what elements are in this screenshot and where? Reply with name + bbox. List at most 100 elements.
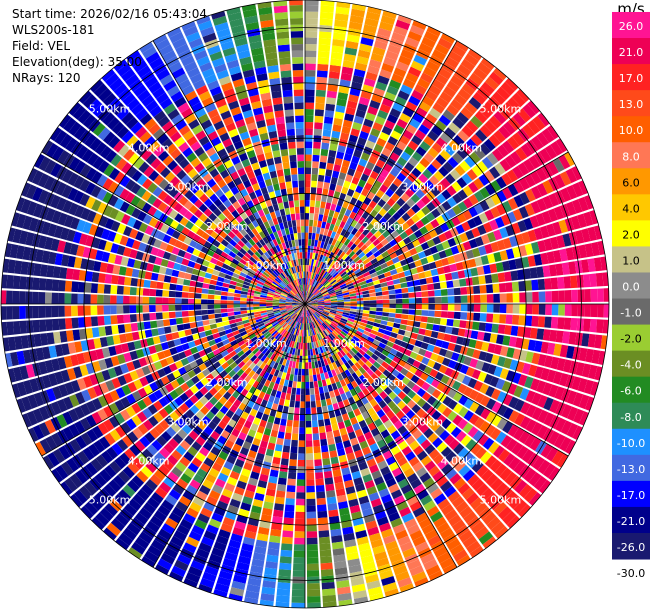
velocity-gate	[324, 116, 334, 125]
velocity-gate	[438, 67, 452, 80]
velocity-gate	[478, 351, 488, 361]
velocity-gate	[398, 346, 406, 354]
velocity-gate	[426, 255, 435, 263]
velocity-gate	[414, 259, 423, 268]
velocity-gate	[330, 203, 337, 212]
velocity-gate	[496, 239, 506, 251]
velocity-gate	[411, 89, 424, 101]
velocity-gate	[441, 257, 450, 266]
velocity-gate	[305, 252, 308, 259]
velocity-gate	[453, 287, 461, 296]
velocity-gate	[320, 241, 325, 249]
velocity-gate	[434, 425, 446, 437]
velocity-gate	[533, 227, 544, 241]
velocity-gate	[436, 266, 445, 275]
velocity-gate	[512, 208, 523, 221]
velocity-gate	[366, 265, 375, 272]
velocity-gate	[450, 98, 464, 111]
velocity-gate	[337, 92, 349, 101]
velocity-gate	[379, 390, 388, 400]
velocity-gate	[493, 366, 503, 378]
velocity-gate	[511, 281, 520, 292]
velocity-gate	[499, 304, 507, 314]
velocity-gate	[483, 222, 493, 233]
velocity-gate	[401, 287, 409, 294]
velocity-gate	[516, 269, 525, 281]
velocity-gate	[418, 348, 427, 356]
velocity-gate	[472, 215, 483, 227]
velocity-gate	[552, 221, 562, 235]
velocity-gate	[360, 254, 368, 262]
velocity-gate	[416, 434, 427, 445]
velocity-gate	[464, 101, 478, 115]
velocity-gate	[347, 367, 355, 375]
velocity-gate	[307, 284, 310, 292]
velocity-gate	[335, 314, 343, 318]
velocity-gate	[329, 292, 336, 296]
velocity-gate	[518, 315, 526, 326]
velocity-gate	[313, 219, 318, 227]
velocity-gate	[403, 362, 412, 371]
velocity-gate	[407, 286, 415, 293]
velocity-gate	[468, 238, 478, 249]
velocity-gate	[350, 306, 357, 310]
velocity-gate	[391, 221, 401, 230]
velocity-gate	[485, 411, 497, 423]
velocity-gate	[400, 341, 409, 349]
velocity-gate	[310, 200, 316, 207]
velocity-gate	[305, 141, 313, 149]
velocity-gate	[384, 345, 392, 353]
velocity-gate	[547, 161, 559, 176]
velocity-gate	[375, 159, 386, 169]
velocity-gate	[551, 290, 559, 303]
velocity-gate	[473, 190, 485, 202]
velocity-gate	[432, 362, 442, 371]
velocity-gate	[351, 155, 360, 165]
velocity-gate	[339, 349, 346, 357]
velocity-gate	[411, 404, 421, 414]
velocity-gate	[474, 417, 485, 429]
velocity-gate	[344, 278, 352, 284]
velocity-gate	[507, 197, 519, 210]
velocity-gate	[316, 319, 322, 325]
velocity-gate	[401, 405, 411, 415]
velocity-gate	[395, 351, 404, 359]
velocity-gate	[518, 177, 531, 191]
velocity-gate	[305, 265, 307, 272]
velocity-gate	[346, 100, 358, 109]
velocity-gate	[351, 176, 360, 185]
velocity-gate	[312, 252, 316, 260]
velocity-gate	[310, 298, 318, 302]
velocity-gate	[329, 312, 336, 316]
velocity-gate	[396, 172, 407, 183]
velocity-gate	[432, 102, 445, 114]
velocity-gate	[401, 293, 409, 299]
velocity-gate	[333, 273, 341, 280]
velocity-gate	[323, 242, 328, 250]
velocity-gate	[435, 96, 449, 109]
velocity-gate	[337, 267, 344, 274]
velocity-gate	[524, 243, 534, 256]
velocity-gate	[422, 263, 431, 272]
velocity-gate	[469, 151, 481, 164]
velocity-gate	[462, 451, 475, 464]
velocity-gate	[432, 252, 441, 261]
velocity-gate	[319, 161, 327, 170]
velocity-gate	[337, 299, 344, 303]
velocity-gate	[491, 148, 504, 162]
velocity-gate	[410, 414, 420, 424]
velocity-gate	[388, 289, 396, 295]
velocity-gate	[553, 343, 562, 357]
velocity-gate	[406, 399, 417, 409]
velocity-gate	[418, 363, 427, 372]
velocity-gate	[570, 215, 581, 230]
velocity-gate	[583, 318, 591, 332]
velocity-gate	[332, 38, 345, 47]
velocity-gate	[467, 474, 480, 487]
velocity-gate	[311, 167, 319, 175]
velocity-gate	[484, 209, 495, 221]
velocity-gate	[348, 349, 356, 357]
velocity-gate	[336, 295, 344, 299]
velocity-gate	[487, 364, 497, 375]
velocity-gate	[411, 253, 420, 262]
